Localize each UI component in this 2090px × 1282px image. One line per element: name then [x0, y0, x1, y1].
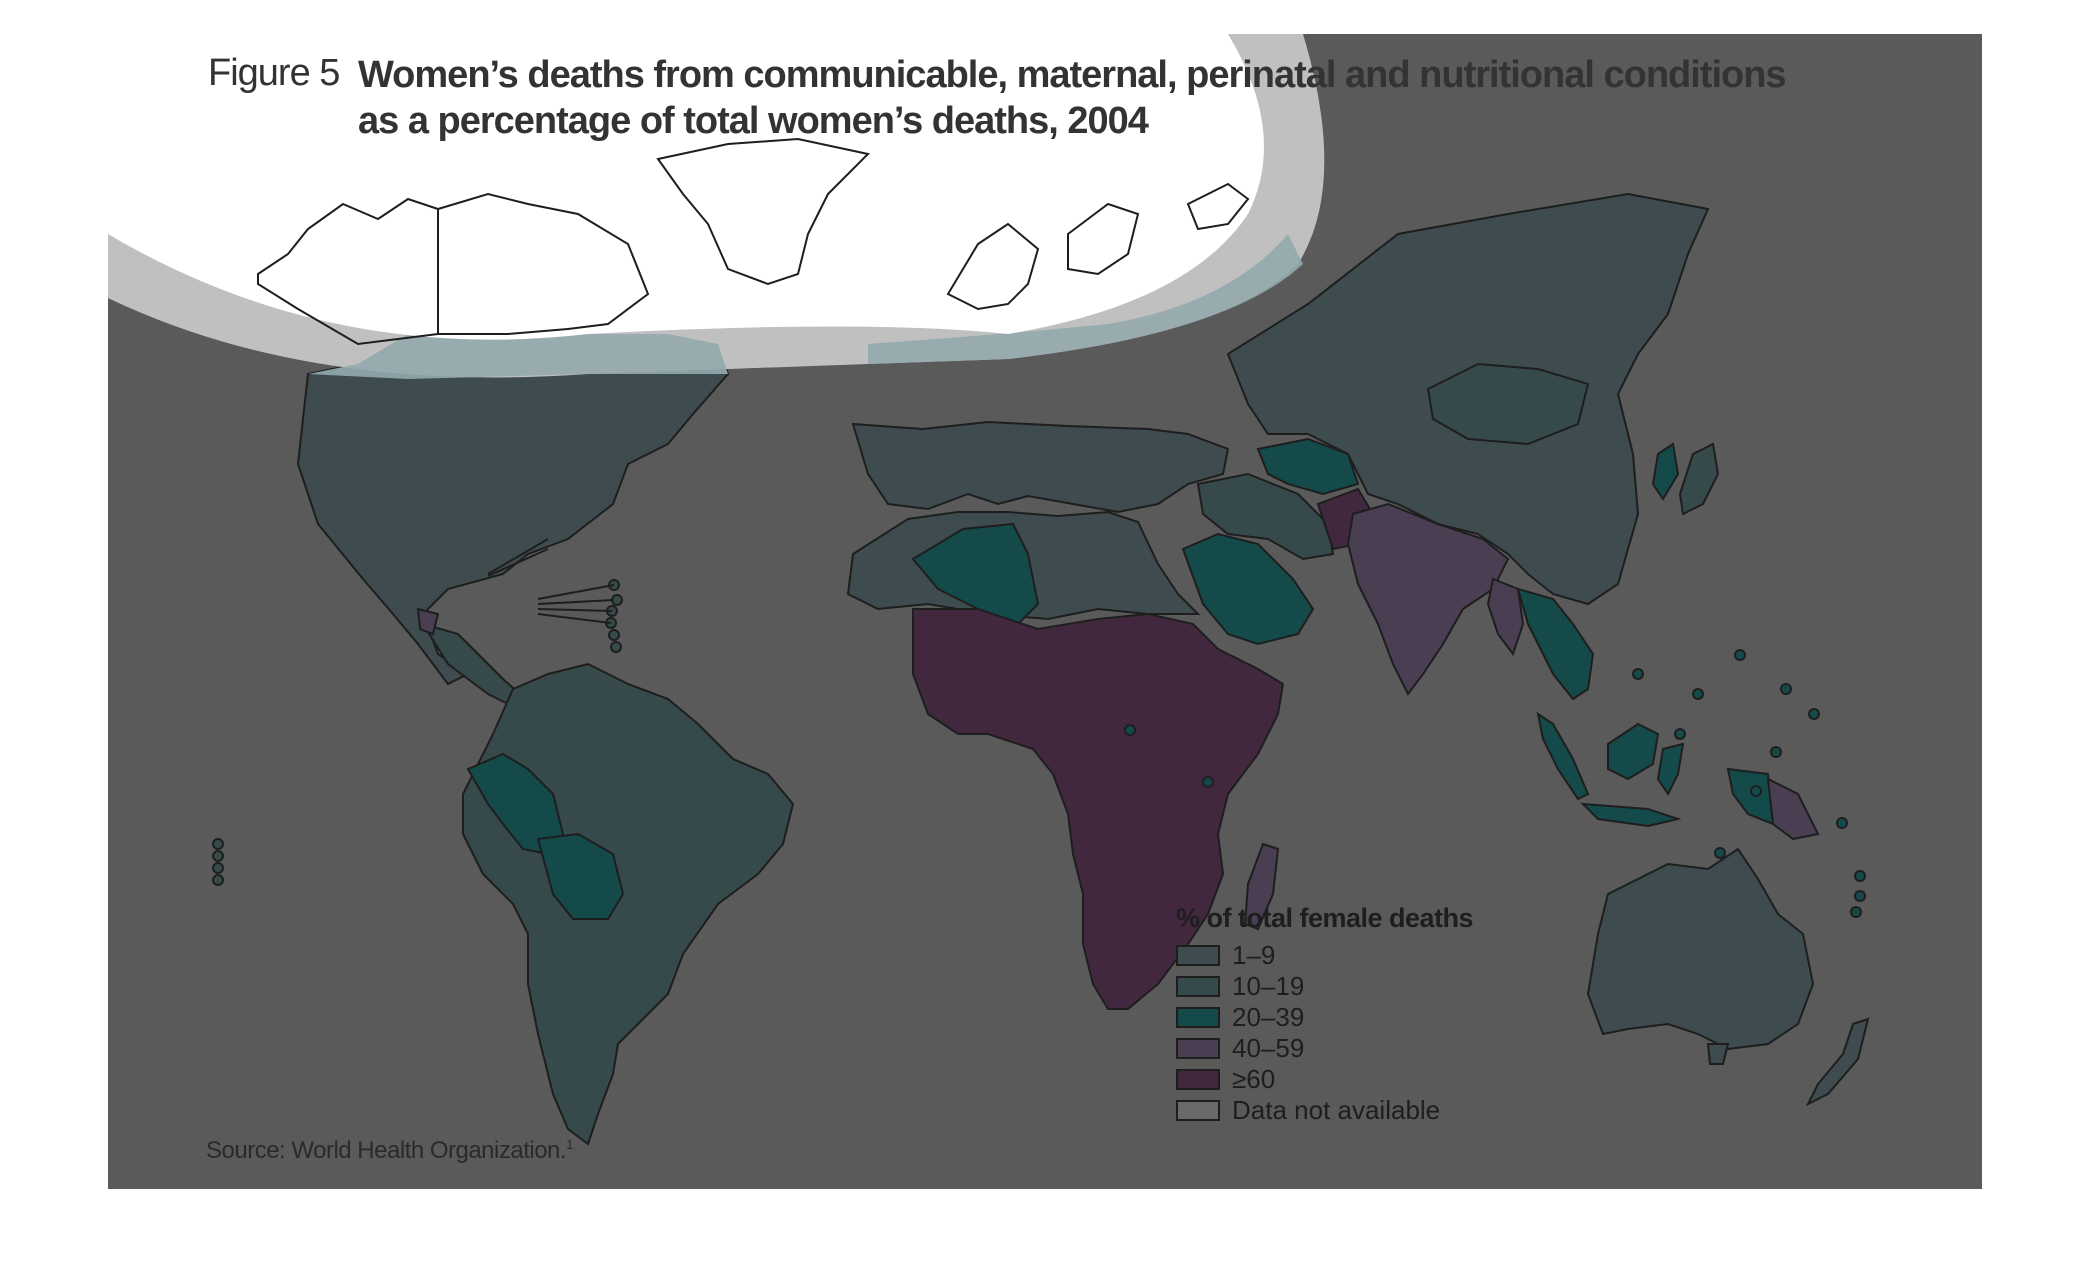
region-subsaharan-africa	[912, 608, 1285, 1010]
region-madagascar	[1243, 842, 1280, 931]
region-australia	[1586, 847, 1815, 1051]
overlay-highlight-europe	[868, 234, 1303, 364]
region-saudi-arabia	[1181, 532, 1315, 646]
legend-label: ≥60	[1232, 1064, 1276, 1094]
region-central-asia	[1256, 437, 1360, 496]
legend-label: 10–19	[1232, 971, 1305, 1001]
figure-title-line-2: as a percentage of total women’s deaths,…	[358, 100, 1149, 142]
pacific-islands	[1124, 649, 1866, 918]
region-java	[1580, 802, 1682, 828]
region-new-guinea-west	[1726, 767, 1775, 826]
region-algeria	[911, 522, 1040, 626]
legend-item: 10–19	[1176, 971, 1473, 1002]
legend-swatch	[1176, 945, 1220, 966]
region-europe-south	[851, 420, 1230, 514]
legend-item: Data not available	[1176, 1095, 1473, 1126]
region-borneo	[1607, 722, 1660, 781]
legend-item: ≥60	[1176, 1064, 1473, 1095]
world-map	[108, 34, 1870, 1146]
region-middle-east	[1196, 472, 1335, 561]
figure-title-line-1: Women’s deaths from communicable, matern…	[358, 54, 1787, 96]
overlay-highlight	[308, 334, 728, 379]
caribbean-callouts	[487, 538, 615, 624]
arctic-outlines	[257, 137, 1250, 346]
map-frame	[108, 34, 1982, 1189]
region-new-zealand	[1805, 1017, 1870, 1107]
polar-white-area	[108, 34, 1264, 340]
legend-label: Data not available	[1232, 1095, 1441, 1125]
region-japan	[1678, 442, 1720, 516]
figure-label: Figure 5	[208, 52, 340, 94]
legend-swatch	[1176, 1100, 1220, 1121]
region-myanmar	[1486, 577, 1525, 657]
region-bolivia	[536, 832, 625, 920]
legend-label: 1–9	[1232, 940, 1276, 970]
legend-swatch	[1176, 1069, 1220, 1090]
figure-title: Women’s deaths from communicable, matern…	[358, 52, 1808, 144]
legend-swatch	[1176, 1007, 1220, 1028]
region-southeast-asia	[1516, 587, 1595, 701]
atlantic-islands	[212, 579, 623, 886]
legend-item: 1–9	[1176, 940, 1473, 971]
source-footnote: 1	[566, 1137, 573, 1152]
legend-swatch	[1176, 976, 1220, 997]
map-legend: % of total female deaths 1–9 10–19 20–39…	[1176, 903, 1474, 1126]
legend-item: 40–59	[1176, 1033, 1473, 1064]
source-text: Source: World Health Organization.	[206, 1137, 567, 1164]
legend-swatch	[1176, 1038, 1220, 1059]
region-malaysia	[1536, 711, 1590, 801]
legend-item: 20–39	[1176, 1002, 1473, 1033]
region-mongolia	[1426, 362, 1590, 446]
region-north-america	[296, 333, 730, 686]
region-south-america	[462, 662, 795, 1146]
legend-label: 20–39	[1232, 1002, 1305, 1032]
region-papua-new-guinea	[1766, 777, 1820, 841]
region-south-asia	[1346, 502, 1510, 696]
region-guatemala	[416, 607, 440, 636]
region-tasmania	[1706, 1043, 1730, 1065]
region-korea	[1651, 442, 1680, 501]
source-note: Source: World Health Organization.1	[206, 1137, 573, 1165]
region-sulawesi	[1656, 742, 1685, 796]
legend-title: % of total female deaths	[1176, 903, 1474, 933]
legend-label: 40–59	[1232, 1033, 1305, 1063]
